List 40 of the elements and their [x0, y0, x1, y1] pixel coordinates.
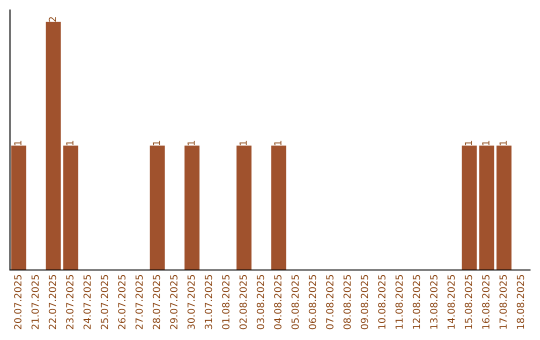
- x-tick-label: 29.07.2025: [170, 275, 178, 330]
- x-tick-label: 14.08.2025: [447, 275, 455, 329]
- x-tick-label: 25.07.2025: [100, 275, 108, 330]
- x-tick-label: 06.08.2025: [308, 275, 316, 330]
- x-tick-label: 10.08.2025: [378, 275, 386, 329]
- data-label: 1: [464, 140, 472, 146]
- x-tick-label: 03.08.2025: [256, 275, 264, 330]
- data-label: 1: [240, 140, 247, 146]
- x-tick-label: 26.07.2025: [118, 275, 126, 330]
- x-tick-label: 31.07.2025: [204, 275, 212, 330]
- x-tick-label: 22.07.2025: [48, 275, 56, 330]
- data-label: 1: [188, 140, 195, 146]
- x-tick-label: 11.08.2025: [395, 275, 403, 329]
- x-tick-label: 01.08.2025: [222, 275, 230, 330]
- x-tick-label: 12.08.2025: [412, 275, 420, 329]
- x-tick-label: 07.08.2025: [326, 275, 334, 330]
- data-label: 1: [482, 140, 490, 146]
- x-tick-label: 13.08.2025: [430, 275, 438, 329]
- data-label: 2: [48, 17, 56, 22]
- data-label: 1: [14, 140, 22, 146]
- x-tick-label: 15.08.2025: [464, 275, 472, 329]
- x-tick-label: 02.08.2025: [239, 275, 247, 330]
- data-label: 1: [500, 140, 507, 146]
- x-tick-label: 23.07.2025: [66, 275, 74, 330]
- x-tick-label: 05.08.2025: [291, 275, 299, 330]
- x-tick-label: 21.07.2025: [31, 275, 39, 330]
- x-tick-label: 24.07.2025: [83, 275, 91, 330]
- x-tick-label: 20.07.2025: [14, 275, 22, 330]
- x-tick-label: 30.07.2025: [187, 275, 195, 330]
- x-tick-label: 17.08.2025: [499, 275, 507, 329]
- x-tick-label: 28.07.2025: [152, 275, 160, 330]
- data-label: 1: [66, 140, 74, 146]
- x-tick-label: 04.08.2025: [274, 275, 282, 330]
- x-tick-label: 08.08.2025: [343, 275, 351, 330]
- x-tick-label: 09.08.2025: [360, 275, 368, 330]
- x-tick-label: 18.08.2025: [516, 275, 524, 329]
- data-label: 1: [152, 140, 160, 146]
- data-label: 1: [274, 140, 282, 146]
- x-tick-label: 27.07.2025: [135, 275, 143, 330]
- x-tick-label: 16.08.2025: [482, 275, 490, 329]
